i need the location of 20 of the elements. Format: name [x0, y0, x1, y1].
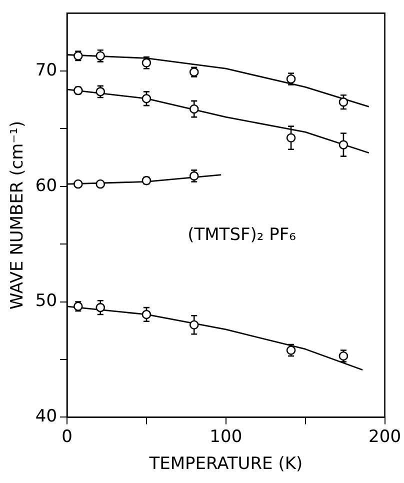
y-tick-label: 50 [35, 291, 58, 312]
x-axis-title: TEMPERATURE (K) [148, 454, 303, 474]
annotation: (TMTSF)₂ PF₆ [188, 224, 296, 245]
point [96, 179, 106, 189]
point [338, 140, 348, 150]
point [286, 133, 296, 143]
y-tick-label: 60 [35, 176, 58, 196]
y-axis-title: WAVE NUMBER (cm⁻¹) [8, 120, 28, 310]
y-tick-label: 70 [35, 60, 58, 80]
x-tick-label: 0 [62, 426, 72, 447]
y-tick-label: 40 [35, 406, 58, 427]
point [189, 320, 199, 330]
point [96, 302, 106, 312]
x-tick-label: 100 [210, 426, 242, 447]
point [189, 104, 199, 114]
point [338, 97, 348, 107]
point [142, 94, 152, 104]
point [74, 179, 83, 189]
x-tick-label: 200 [368, 426, 402, 447]
point [142, 310, 152, 320]
